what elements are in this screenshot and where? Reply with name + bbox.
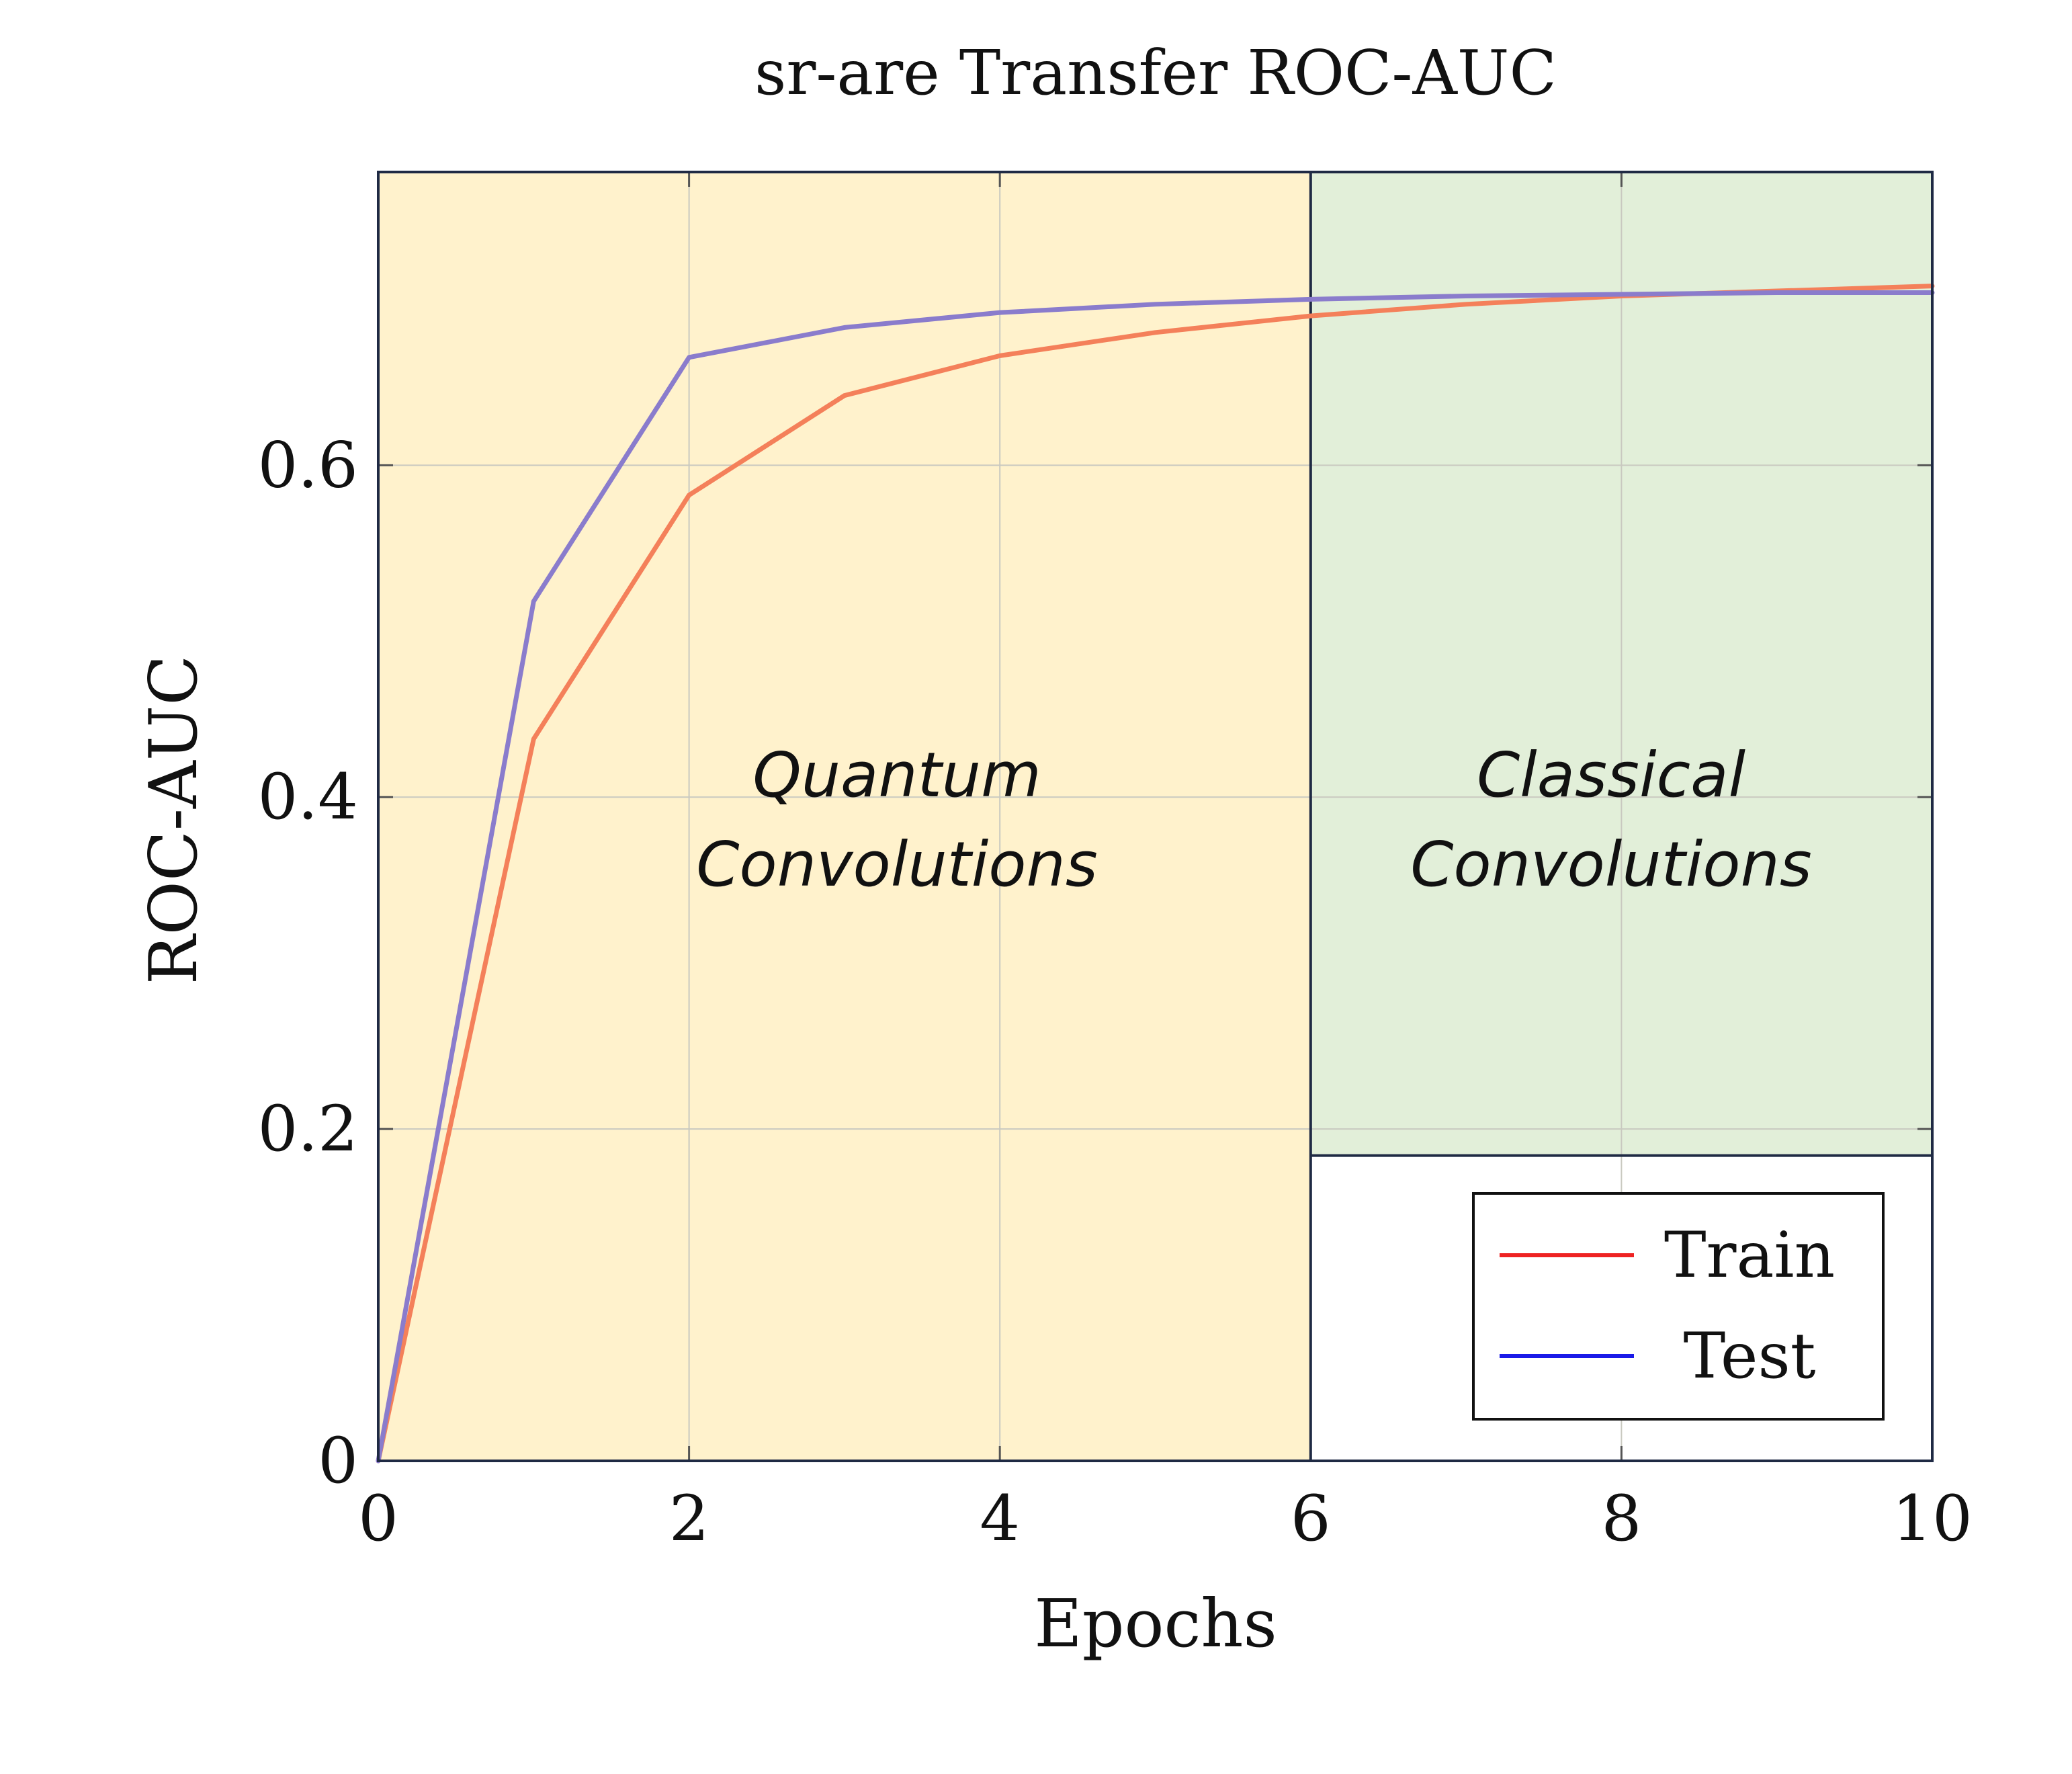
classical-region-label-line2: Convolutions: [1410, 829, 1812, 900]
x-tick-label: 10: [1892, 1482, 1973, 1556]
x-tick-label: 6: [1291, 1482, 1331, 1556]
y-tick-label: 0.6: [258, 429, 359, 502]
chart-title: sr-are Transfer ROC-AUC: [754, 37, 1557, 109]
legend: Train Test: [1472, 1192, 1885, 1421]
x-tick-label: 2: [669, 1482, 709, 1556]
x-tick-labels: 0 2 4 6 8 10: [358, 1482, 1973, 1556]
y-tick-labels: 0 0.2 0.4 0.6: [258, 429, 359, 1498]
series-line-test: [376, 290, 1935, 1464]
x-tick-label: 4: [980, 1482, 1020, 1556]
quantum-region-label-line2: Convolutions: [696, 829, 1098, 900]
legend-box: [1472, 1192, 1885, 1421]
legend-label-train: Train: [1664, 1219, 1835, 1292]
y-axis-label: ROC-AUC: [136, 655, 212, 985]
quantum-region-label-line1: Quantum: [752, 739, 1041, 811]
classical-region-label-line1: Classical: [1477, 739, 1746, 811]
x-tick-label: 8: [1601, 1482, 1641, 1556]
x-tick-label: 0: [358, 1482, 398, 1556]
y-tick-label: 0.2: [258, 1093, 359, 1166]
legend-label-test: Test: [1683, 1320, 1815, 1393]
y-tick-label: 0.4: [258, 761, 359, 834]
quantum-region-background: [378, 172, 1311, 1461]
y-tick-label: 0: [318, 1425, 358, 1498]
series-layer: [376, 284, 1935, 1464]
plot-frame: [377, 171, 1934, 1462]
x-axis-label: Epochs: [1034, 1586, 1277, 1662]
